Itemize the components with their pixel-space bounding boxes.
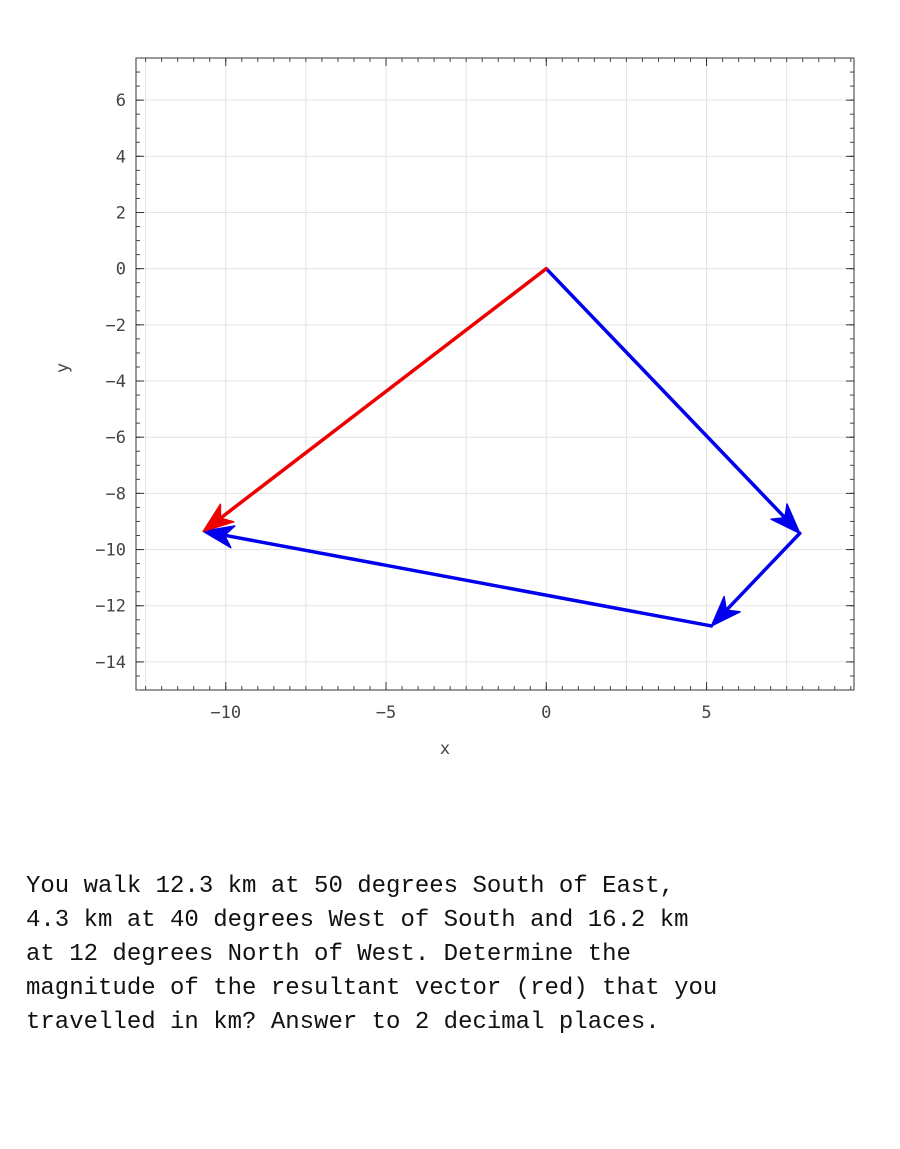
vector-shaft xyxy=(220,266,549,519)
vector-arrowhead xyxy=(770,503,801,535)
x-tick-label: 0 xyxy=(541,703,551,723)
y-tick-label: −6 xyxy=(106,428,126,448)
tick-labels: −10 −5 0 5 6 4 2 0 −2 −4 −6 −8 −10 −12 −14 xyxy=(95,91,711,723)
vector-3 xyxy=(202,525,714,628)
x-tick-label: −5 xyxy=(376,703,396,723)
vector-chart: −10 −5 0 5 6 4 2 0 −2 −4 −6 −8 −10 −12 −14 x y xyxy=(53,57,855,759)
major-ticks xyxy=(136,58,854,690)
grid-lines xyxy=(136,58,854,690)
x-tick-label: 5 xyxy=(701,703,711,723)
y-tick-label: 4 xyxy=(116,147,126,167)
vector-shaft xyxy=(225,533,714,628)
plot-frame xyxy=(135,57,855,691)
y-tick-label: −2 xyxy=(106,316,126,336)
y-tick-label: −4 xyxy=(106,372,126,392)
question-text: You walk 12.3 km at 50 degrees South of … xyxy=(26,873,718,1036)
y-tick-label: 6 xyxy=(116,91,126,111)
minor-ticks xyxy=(136,57,854,691)
x-tick-label: −10 xyxy=(210,703,241,723)
y-axis-label: y xyxy=(53,363,73,373)
y-tick-label: −10 xyxy=(95,541,126,561)
x-axis-label: x xyxy=(440,739,450,759)
vector-arrowhead xyxy=(710,595,741,627)
y-tick-label: −12 xyxy=(95,597,126,617)
y-tick-label: −14 xyxy=(95,653,126,673)
vector-2 xyxy=(710,531,802,627)
y-tick-label: −8 xyxy=(106,484,126,504)
y-tick-label: 0 xyxy=(116,260,126,280)
vector-1 xyxy=(544,266,801,535)
vector-shaft xyxy=(726,531,802,611)
vectors xyxy=(202,266,802,628)
vector-arrowhead xyxy=(202,503,235,533)
vector-arrowhead xyxy=(202,525,236,549)
vector-shaft xyxy=(544,266,785,518)
vector-4 xyxy=(202,266,549,533)
y-tick-label: 2 xyxy=(116,203,126,223)
